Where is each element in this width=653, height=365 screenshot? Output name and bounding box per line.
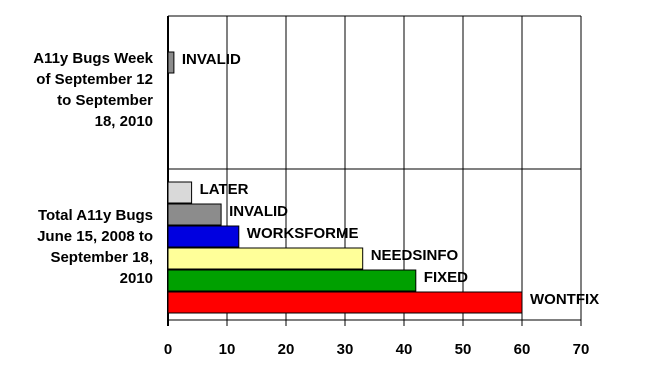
group-label: of September 12	[36, 71, 153, 88]
group-label: 2010	[120, 270, 153, 287]
bar	[167, 181, 193, 204]
value-label: NEEDSINFO	[371, 247, 459, 264]
group-label: to September	[57, 92, 153, 109]
x-tick-label: 20	[278, 341, 295, 358]
group-label: Total A11y Bugs	[38, 207, 153, 224]
value-label: INVALID	[229, 203, 288, 220]
x-tick-label: 0	[164, 341, 172, 358]
x-tick-label: 30	[337, 341, 354, 358]
value-label: INVALID	[182, 51, 241, 68]
bar	[167, 247, 364, 270]
bar	[167, 269, 417, 292]
bar	[167, 203, 222, 226]
group-label: 18, 2010	[95, 113, 153, 130]
group-label: September 18,	[50, 249, 153, 266]
value-label: LATER	[200, 181, 249, 198]
bar	[167, 291, 523, 314]
x-tick-label: 40	[396, 341, 413, 358]
group-label: A11y Bugs Week	[33, 50, 153, 67]
value-label: WORKSFORME	[247, 225, 359, 242]
group-label: June 15, 2008 to	[37, 228, 153, 245]
value-label: WONTFIX	[530, 291, 599, 308]
x-tick-label: 60	[514, 341, 531, 358]
value-label: FIXED	[424, 269, 468, 286]
x-tick-label: 10	[219, 341, 236, 358]
x-tick-label: 50	[455, 341, 472, 358]
x-tick-label: 70	[573, 341, 590, 358]
bar	[167, 51, 175, 74]
bar	[167, 225, 240, 248]
